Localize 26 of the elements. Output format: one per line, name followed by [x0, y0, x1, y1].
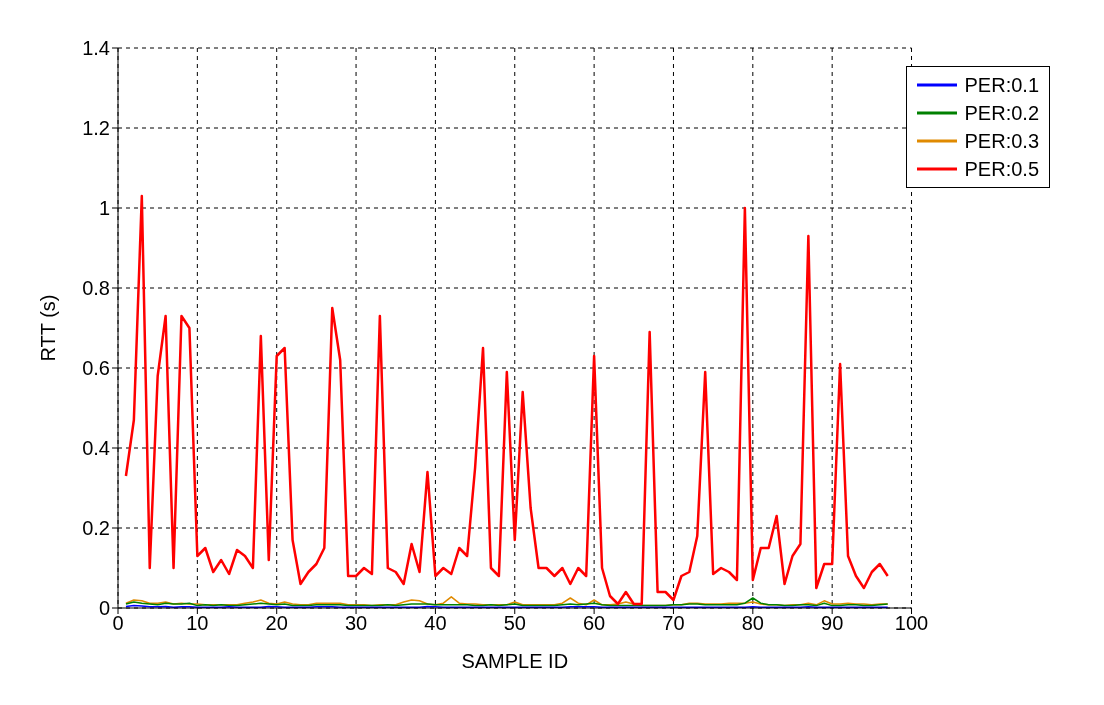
x-tick-label: 90 [821, 612, 844, 635]
x-tick-label: 70 [662, 612, 685, 635]
x-tick-label: 40 [424, 612, 447, 635]
y-tick-label: 0 [98, 597, 110, 620]
x-tick-label: 10 [186, 612, 209, 635]
y-tick-label: 1.4 [82, 37, 110, 60]
legend-label: PER:0.5 [964, 157, 1039, 182]
line-series [124, 194, 889, 606]
legend-label: PER:0.3 [964, 129, 1039, 154]
x-tick-label: 80 [741, 612, 764, 635]
x-tick-label: 0 [112, 612, 124, 635]
x-tick-label: 60 [582, 612, 606, 635]
x-tick-label: 20 [265, 612, 288, 635]
x-tick-label: 30 [344, 612, 368, 635]
x-tick-label: 100 [894, 612, 929, 635]
y-tick-label: 0.8 [82, 277, 110, 300]
y-tick-label: 0.4 [82, 437, 110, 460]
legend-label: PER:0.2 [964, 101, 1039, 126]
y-axis-title: RTT (s) [37, 294, 60, 362]
y-tick-label: 1.2 [82, 117, 110, 140]
y-tick-label: 1 [98, 197, 110, 220]
y-tick-label: 0.2 [82, 517, 110, 540]
y-tick-label: 0.6 [82, 357, 110, 380]
x-axis-title: SAMPLE ID [461, 650, 569, 672]
x-tick-label: 50 [503, 612, 526, 635]
legend-label: PER:0.1 [964, 73, 1039, 98]
